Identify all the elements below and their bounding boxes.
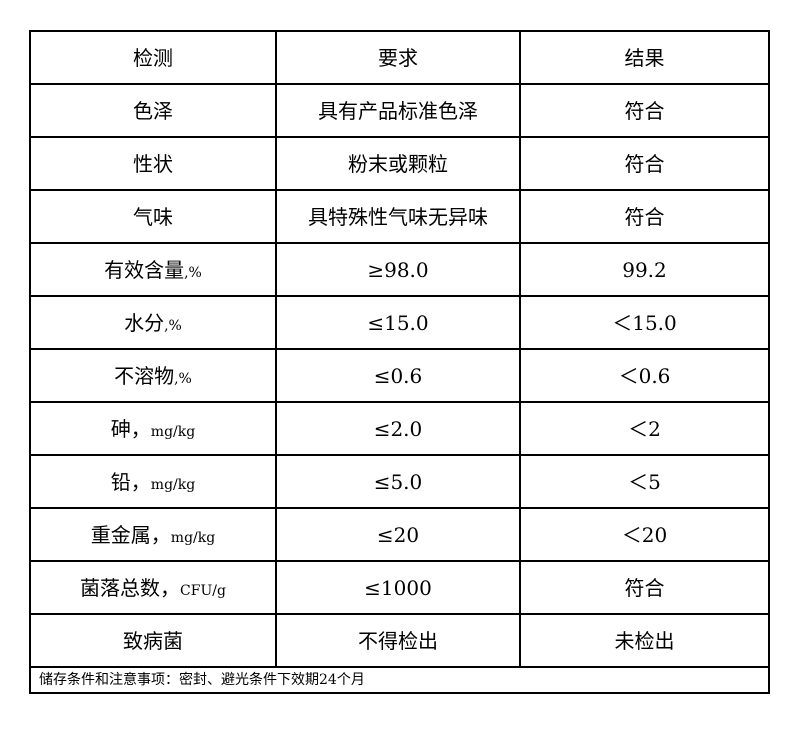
test-item-cell: 重金属，mg/kg xyxy=(29,507,277,562)
result-cell: ＜20 xyxy=(519,507,770,562)
test-unit: mg/kg xyxy=(150,476,196,493)
result-cell: 未检出 xyxy=(519,613,770,668)
test-unit: CFU/g xyxy=(180,582,226,599)
test-item-cell: 性状 xyxy=(29,136,277,191)
table-row: 有效含量,% ≥98.0 99.2 xyxy=(29,242,770,297)
test-item: 水分 xyxy=(124,310,165,335)
result-cell: ＜15.0 xyxy=(519,295,770,350)
result-cell: 符合 xyxy=(519,83,770,138)
table-row: 砷，mg/kg ≤2.0 ＜2 xyxy=(29,401,770,456)
test-unit: ,% xyxy=(184,264,202,281)
test-item: 重金属， xyxy=(90,522,171,547)
test-item: 性状 xyxy=(133,151,173,176)
test-item-cell: 水分,% xyxy=(29,295,277,350)
table-row: 色泽 具有产品标准色泽 符合 xyxy=(29,83,770,138)
requirement-cell: ≤20 xyxy=(275,507,521,562)
test-item: 铅， xyxy=(110,469,151,494)
test-unit: mg/kg xyxy=(170,529,216,546)
requirement-cell: 具有产品标准色泽 xyxy=(275,83,521,138)
table-row: 性状 粉末或颗粒 符合 xyxy=(29,136,770,191)
table-row: 水分,% ≤15.0 ＜15.0 xyxy=(29,295,770,350)
test-item: 色泽 xyxy=(133,98,173,123)
result-cell: 符合 xyxy=(519,560,770,615)
table-row: 重金属，mg/kg ≤20 ＜20 xyxy=(29,507,770,562)
requirement-cell: 不得检出 xyxy=(275,613,521,668)
test-item-cell: 菌落总数，CFU/g xyxy=(29,560,277,615)
result-cell: ＜5 xyxy=(519,454,770,509)
requirement-cell: ≤0.6 xyxy=(275,348,521,403)
test-item-cell: 不溶物,% xyxy=(29,348,277,403)
test-unit: ,% xyxy=(174,370,192,387)
table-row: 气味 具特殊性气味无异味 符合 xyxy=(29,189,770,244)
requirement-cell: 具特殊性气味无异味 xyxy=(275,189,521,244)
requirement-cell: ≤15.0 xyxy=(275,295,521,350)
header-test: 检测 xyxy=(29,30,277,85)
test-item-cell: 色泽 xyxy=(29,83,277,138)
result-cell: ＜0.6 xyxy=(519,348,770,403)
test-item: 气味 xyxy=(133,204,173,229)
test-item-cell: 砷，mg/kg xyxy=(29,401,277,456)
table-row: 菌落总数，CFU/g ≤1000 符合 xyxy=(29,560,770,615)
table-row: 致病菌 不得检出 未检出 xyxy=(29,613,770,668)
test-item: 致病菌 xyxy=(123,628,183,653)
result-cell: ＜2 xyxy=(519,401,770,456)
test-item: 有效含量 xyxy=(104,257,185,282)
test-item-cell: 铅，mg/kg xyxy=(29,454,277,509)
requirement-cell: ≥98.0 xyxy=(275,242,521,297)
requirement-cell: ≤1000 xyxy=(275,560,521,615)
requirement-cell: 粉末或颗粒 xyxy=(275,136,521,191)
test-item-cell: 致病菌 xyxy=(29,613,277,668)
test-item: 菌落总数， xyxy=(80,575,181,600)
storage-note: 储存条件和注意事项：密封、避光条件下效期24个月 xyxy=(29,666,770,694)
result-cell: 99.2 xyxy=(519,242,770,297)
result-cell: 符合 xyxy=(519,136,770,191)
test-item: 不溶物 xyxy=(114,363,175,388)
requirement-cell: ≤5.0 xyxy=(275,454,521,509)
result-cell: 符合 xyxy=(519,189,770,244)
footer-row: 储存条件和注意事项：密封、避光条件下效期24个月 xyxy=(29,666,770,694)
requirement-cell: ≤2.0 xyxy=(275,401,521,456)
test-item: 砷， xyxy=(110,416,151,441)
test-unit: ,% xyxy=(164,317,182,334)
header-row: 检测 要求 结果 xyxy=(29,30,770,85)
table-row: 不溶物,% ≤0.6 ＜0.6 xyxy=(29,348,770,403)
test-item-cell: 有效含量,% xyxy=(29,242,277,297)
header-requirement: 要求 xyxy=(275,30,521,85)
inspection-table: 检测 要求 结果 色泽 具有产品标准色泽 符合 性状 粉末或颗粒 符合 气味 具特殊性气味无异… xyxy=(29,30,770,694)
header-result: 结果 xyxy=(519,30,770,85)
test-unit: mg/kg xyxy=(150,423,196,440)
test-item-cell: 气味 xyxy=(29,189,277,244)
table-row: 铅，mg/kg ≤5.0 ＜5 xyxy=(29,454,770,509)
